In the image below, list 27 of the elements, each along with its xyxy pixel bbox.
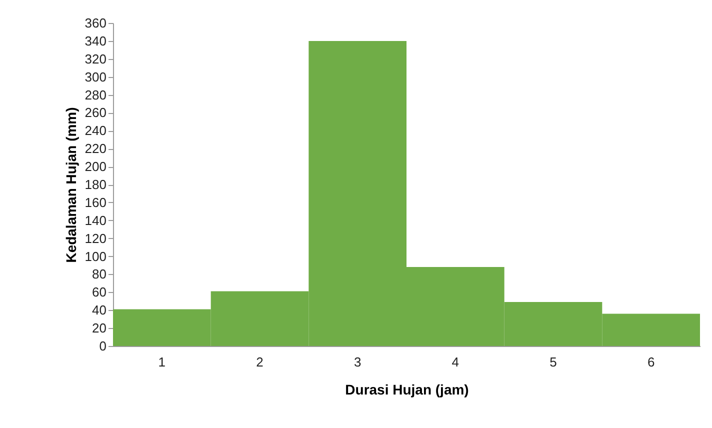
y-tick-label: 260 xyxy=(84,105,106,120)
y-tick-label: 240 xyxy=(84,123,106,138)
y-tick-label: 140 xyxy=(84,212,106,228)
y-tick-label: 180 xyxy=(84,177,106,192)
y-tick-label: 160 xyxy=(84,194,106,210)
x-tick-label: 6 xyxy=(647,354,655,370)
y-tick-label: 40 xyxy=(92,302,106,318)
x-tick-label: 2 xyxy=(256,354,264,370)
x-axis-title: Durasi Hujan (jam) xyxy=(345,382,469,398)
y-tick-label: 280 xyxy=(84,87,106,102)
y-tick-label: 80 xyxy=(92,266,106,282)
x-tick-label: 4 xyxy=(452,354,460,370)
y-tick-label: 60 xyxy=(92,284,106,300)
y-tick-label: 0 xyxy=(99,338,106,354)
y-tick-label: 20 xyxy=(92,320,106,336)
y-tick-label: 220 xyxy=(84,141,106,156)
y-tick-label: 120 xyxy=(84,230,106,246)
y-tick-label: 340 xyxy=(84,33,106,48)
x-tick-label: 1 xyxy=(158,354,166,370)
y-tick-label: 360 xyxy=(84,16,106,30)
y-tick-label: 300 xyxy=(84,69,106,84)
y-tick-label: 100 xyxy=(84,248,106,264)
y-tick-label: 320 xyxy=(84,51,106,66)
x-tick-label: 5 xyxy=(550,354,557,370)
y-axis-title: Kedalaman Hujan (mm) xyxy=(62,107,79,263)
y-tick-label: 200 xyxy=(84,159,106,174)
x-tick-label: 3 xyxy=(354,354,362,370)
